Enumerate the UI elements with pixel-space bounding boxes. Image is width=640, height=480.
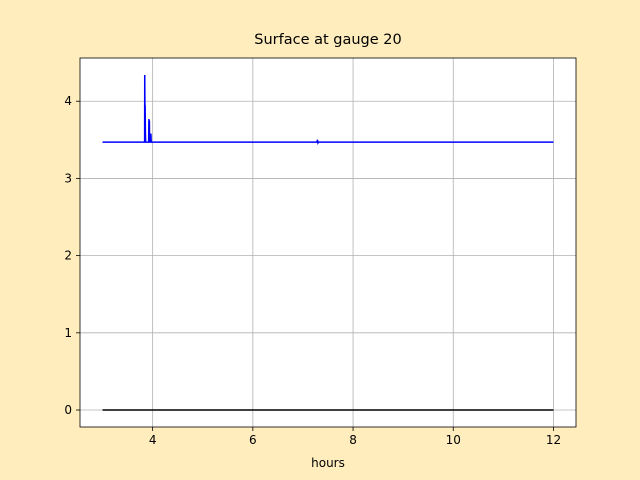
y-tick-label: 1 xyxy=(64,326,72,340)
x-tick-label: 8 xyxy=(349,433,357,447)
x-axis-label: hours xyxy=(311,456,345,470)
series-line xyxy=(102,74,554,145)
y-tick-label: 3 xyxy=(64,171,72,185)
chart-title: Surface at gauge 20 xyxy=(254,32,402,48)
x-tick-label: 12 xyxy=(546,433,561,447)
y-tick-label: 0 xyxy=(64,403,72,417)
y-tick-label: 2 xyxy=(64,249,72,263)
axes-frame xyxy=(79,57,577,428)
y-tick-label: 4 xyxy=(64,94,72,108)
plot-area xyxy=(80,58,576,427)
x-tick-label: 10 xyxy=(446,433,461,447)
x-tick-label: 6 xyxy=(249,433,257,447)
x-tick-label: 4 xyxy=(149,433,157,447)
